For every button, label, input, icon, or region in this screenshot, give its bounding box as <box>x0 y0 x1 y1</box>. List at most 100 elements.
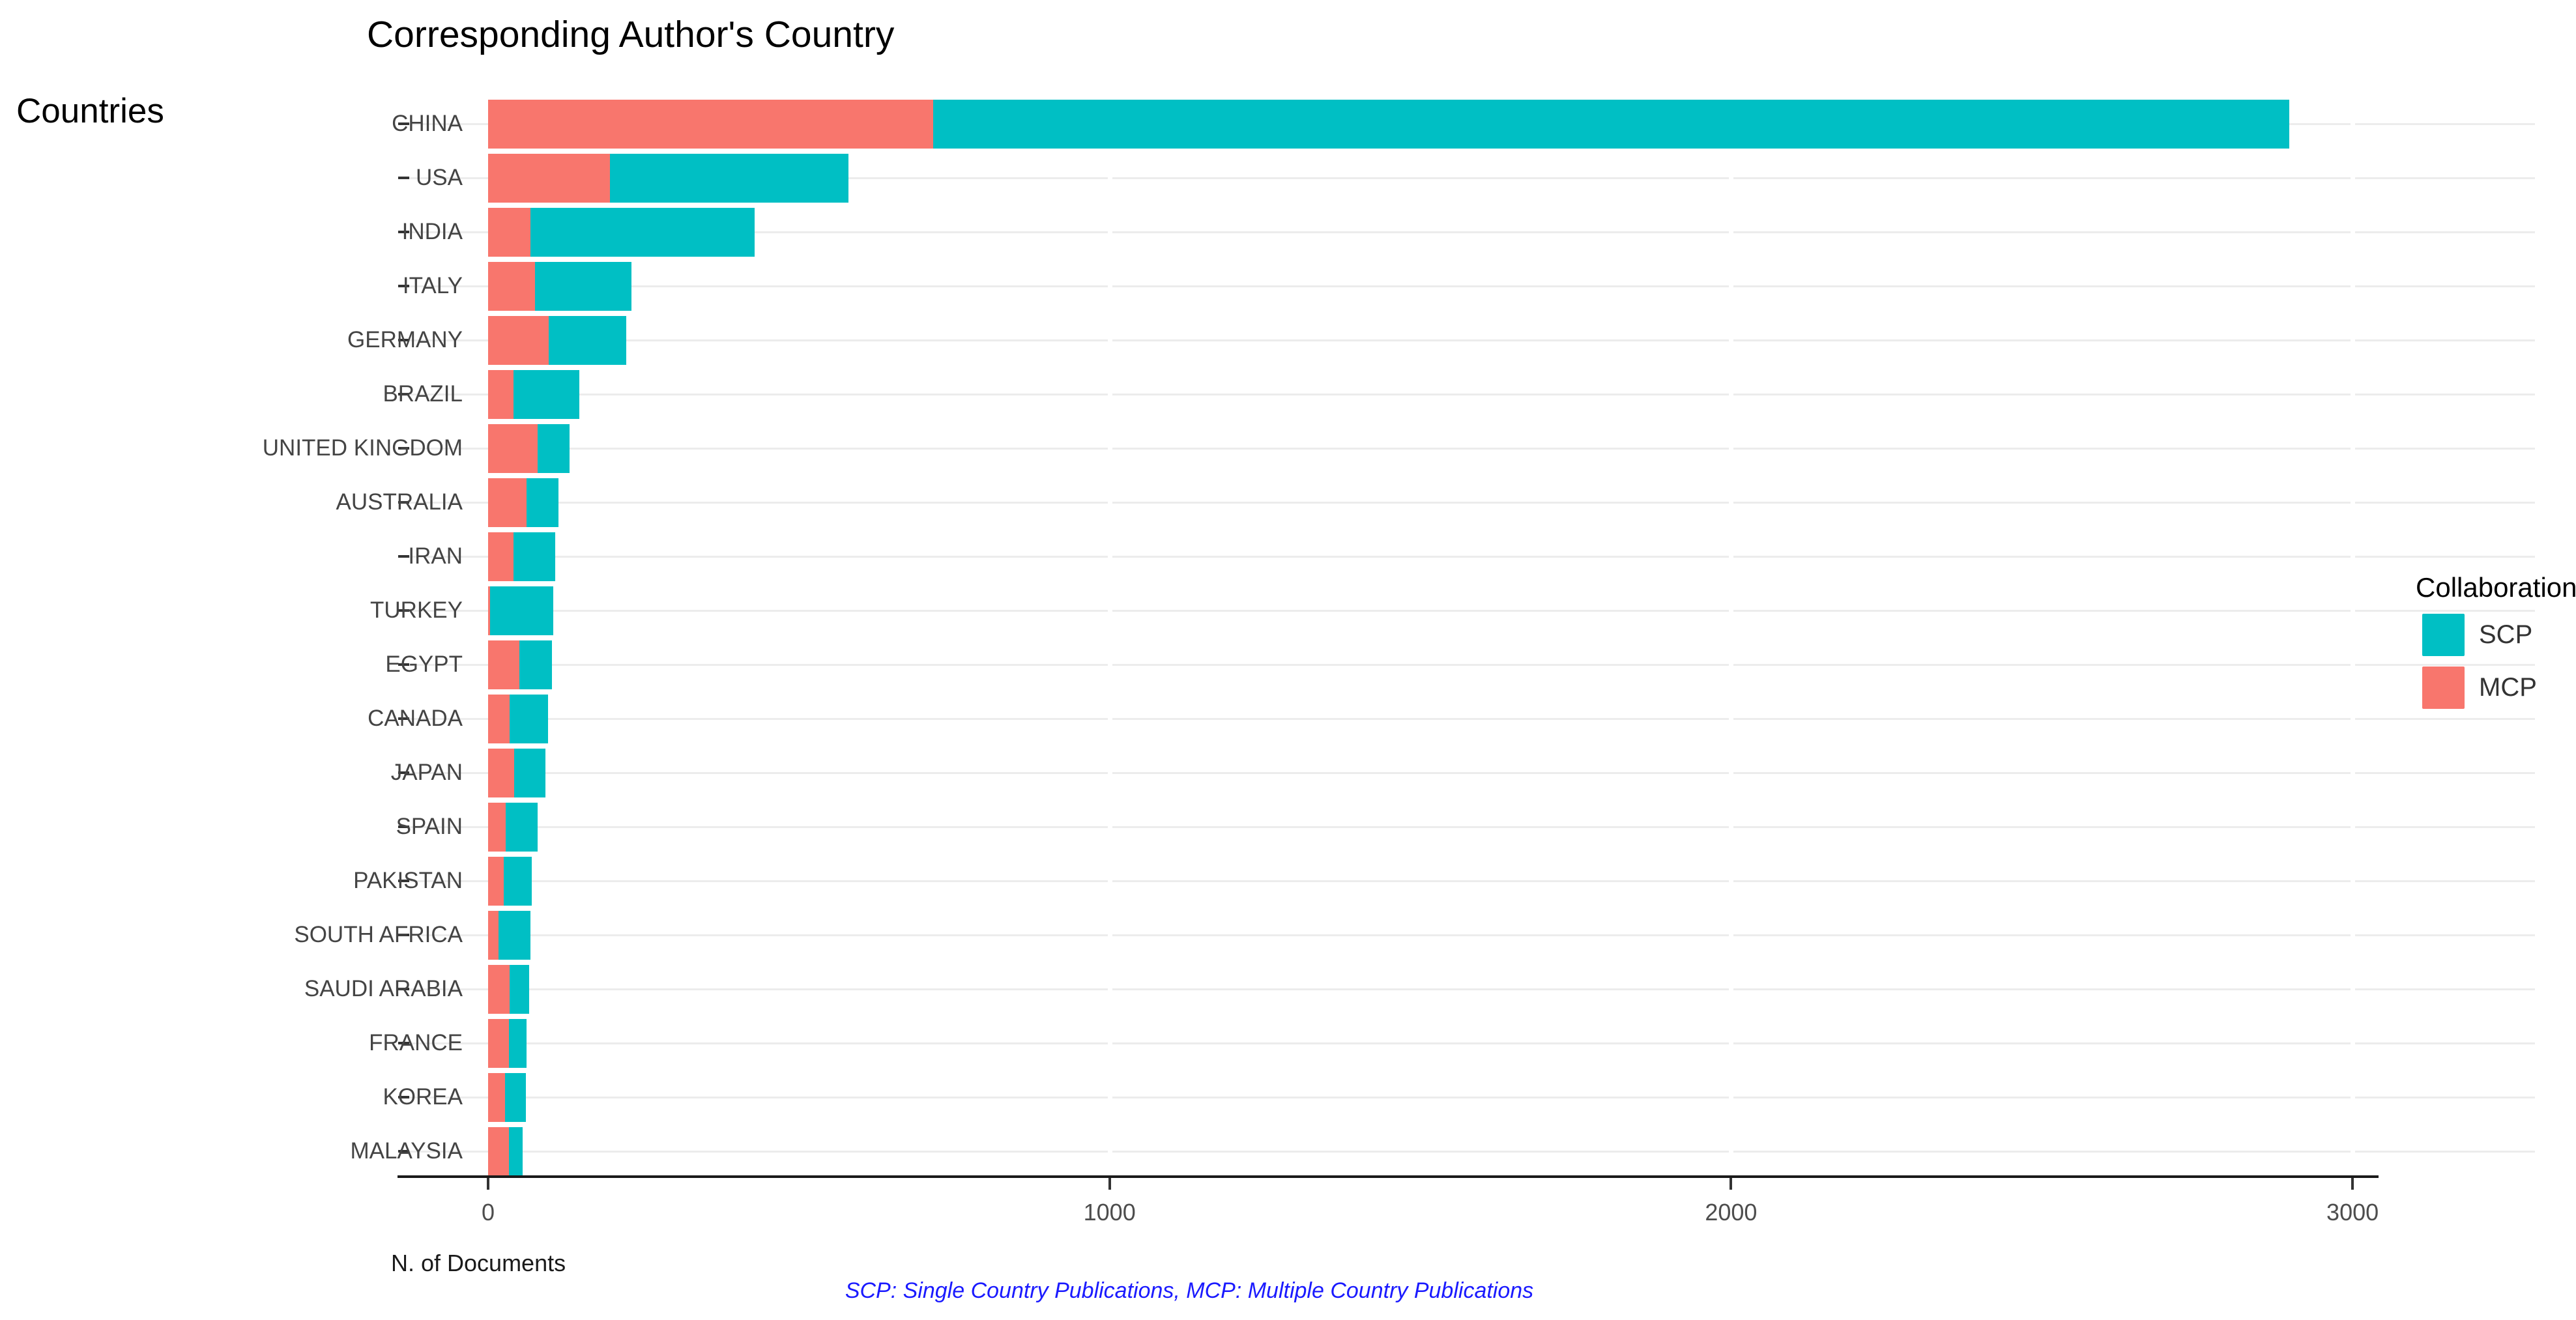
row-gridline <box>401 988 2535 990</box>
bar-scp-korea <box>504 1072 527 1122</box>
y-axis-label-india: INDIA <box>401 219 463 244</box>
bar-scp-australia <box>527 478 558 527</box>
y-axis-tick <box>398 555 409 558</box>
bar-scp-saudi-arabia <box>510 964 529 1014</box>
bar-scp-germany <box>549 315 626 365</box>
y-axis-label-italy: ITALY <box>402 273 463 298</box>
bar-scp-france <box>509 1018 527 1068</box>
row-gridline <box>401 448 2535 450</box>
row-gridline <box>401 772 2535 774</box>
scp-swatch <box>2422 614 2465 656</box>
bar-mcp-australia <box>488 478 527 527</box>
y-axis-label-pakistan: PAKISTAN <box>353 868 463 893</box>
bar-mcp-turkey <box>488 586 490 635</box>
row-gridline <box>401 556 2535 558</box>
bar-mcp-egypt <box>488 640 519 689</box>
y-axis-tick <box>398 1150 409 1153</box>
row-gridline <box>401 339 2535 341</box>
bar-scp-italy <box>535 261 632 311</box>
bar-mcp-italy <box>488 261 536 311</box>
row-gridline <box>401 1151 2535 1153</box>
vertical-gridline-gap <box>1729 98 1734 1173</box>
y-axis-tick <box>398 825 409 828</box>
bar-scp-india <box>530 207 755 257</box>
y-axis-label-united-kingdom: UNITED KINGDOM <box>262 435 463 461</box>
x-axis-tick <box>1729 1178 1733 1190</box>
bar-mcp-saudi-arabia <box>488 964 510 1014</box>
bar-scp-malaysia <box>509 1126 523 1176</box>
x-axis-tick-label: 0 <box>481 1199 495 1226</box>
y-axis-tick <box>398 122 409 125</box>
legend-item-scp: SCP <box>2422 614 2576 656</box>
row-gridline <box>401 664 2535 666</box>
y-axis-tick <box>398 447 409 450</box>
bar-mcp-japan <box>488 748 515 797</box>
y-axis-label-japan: JAPAN <box>390 760 463 785</box>
bar-scp-pakistan <box>503 856 532 906</box>
bar-scp-canada <box>510 694 548 743</box>
y-axis-tick <box>398 1096 409 1098</box>
legend: Collaboration SCP MCP <box>2416 572 2576 709</box>
bar-scp-south-africa <box>499 910 530 960</box>
y-axis-title: Countries <box>16 92 164 130</box>
y-axis-label-canada: CANADA <box>368 706 463 731</box>
legend-label-scp: SCP <box>2479 620 2533 649</box>
bar-mcp-china <box>488 99 933 149</box>
x-axis-tick <box>1108 1178 1111 1190</box>
y-axis-tick <box>398 880 409 882</box>
bar-mcp-korea <box>488 1072 505 1122</box>
y-axis-tick <box>398 177 409 179</box>
row-gridline <box>401 394 2535 395</box>
bar-mcp-pakistan <box>488 856 504 906</box>
bar-mcp-united-kingdom <box>488 423 538 473</box>
y-axis-label-malaysia: MALAYSIA <box>350 1138 463 1164</box>
bar-scp-spain <box>505 802 538 852</box>
bar-mcp-brazil <box>488 369 514 419</box>
bar-scp-japan <box>514 748 545 797</box>
x-axis-tick <box>487 1178 489 1190</box>
row-gridline <box>401 1042 2535 1044</box>
x-axis-title: N. of Documents <box>391 1250 566 1276</box>
bar-scp-brazil <box>514 369 580 419</box>
x-axis-tick-label: 2000 <box>1705 1199 1758 1226</box>
bar-scp-china <box>933 99 2289 149</box>
x-axis-tick <box>2351 1178 2354 1190</box>
vertical-gridline-gap <box>1107 98 1112 1173</box>
y-axis-tick <box>398 393 409 395</box>
x-axis-line <box>398 1175 2379 1178</box>
row-gridline <box>401 826 2535 828</box>
bar-scp-turkey <box>489 586 554 635</box>
y-axis-tick <box>398 231 409 233</box>
y-axis-label-spain: SPAIN <box>396 814 463 839</box>
legend-title: Collaboration <box>2416 572 2576 603</box>
y-axis-label-korea: KOREA <box>383 1084 463 1110</box>
y-axis-tick <box>398 609 409 612</box>
y-axis-tick <box>398 934 409 936</box>
bar-mcp-spain <box>488 802 506 852</box>
bar-scp-iran <box>514 532 555 581</box>
bar-scp-egypt <box>519 640 553 689</box>
row-gridline <box>401 934 2535 936</box>
row-gridline <box>401 502 2535 504</box>
legend-item-mcp: MCP <box>2422 667 2576 709</box>
x-axis-tick-label: 1000 <box>1083 1199 1136 1226</box>
y-axis-label-china: CHINA <box>392 111 463 136</box>
row-gridline <box>401 610 2535 612</box>
y-axis-label-saudi-arabia: SAUDI ARABIA <box>304 976 463 1001</box>
y-axis-tick <box>398 663 409 666</box>
row-gridline <box>401 231 2535 233</box>
y-axis-tick <box>398 717 409 720</box>
legend-label-mcp: MCP <box>2479 673 2537 702</box>
bar-scp-united-kingdom <box>538 423 570 473</box>
y-axis-tick <box>398 988 409 990</box>
bar-mcp-malaysia <box>488 1126 510 1176</box>
bar-mcp-iran <box>488 532 514 581</box>
x-axis-tick-label: 3000 <box>2326 1199 2379 1226</box>
y-axis-label-iran: IRAN <box>408 543 463 569</box>
y-axis-label-egypt: EGYPT <box>385 652 463 677</box>
y-axis-label-usa: USA <box>416 165 463 190</box>
y-axis-label-brazil: BRAZIL <box>383 381 463 407</box>
y-axis-label-turkey: TURKEY <box>370 597 463 623</box>
row-gridline <box>401 718 2535 720</box>
